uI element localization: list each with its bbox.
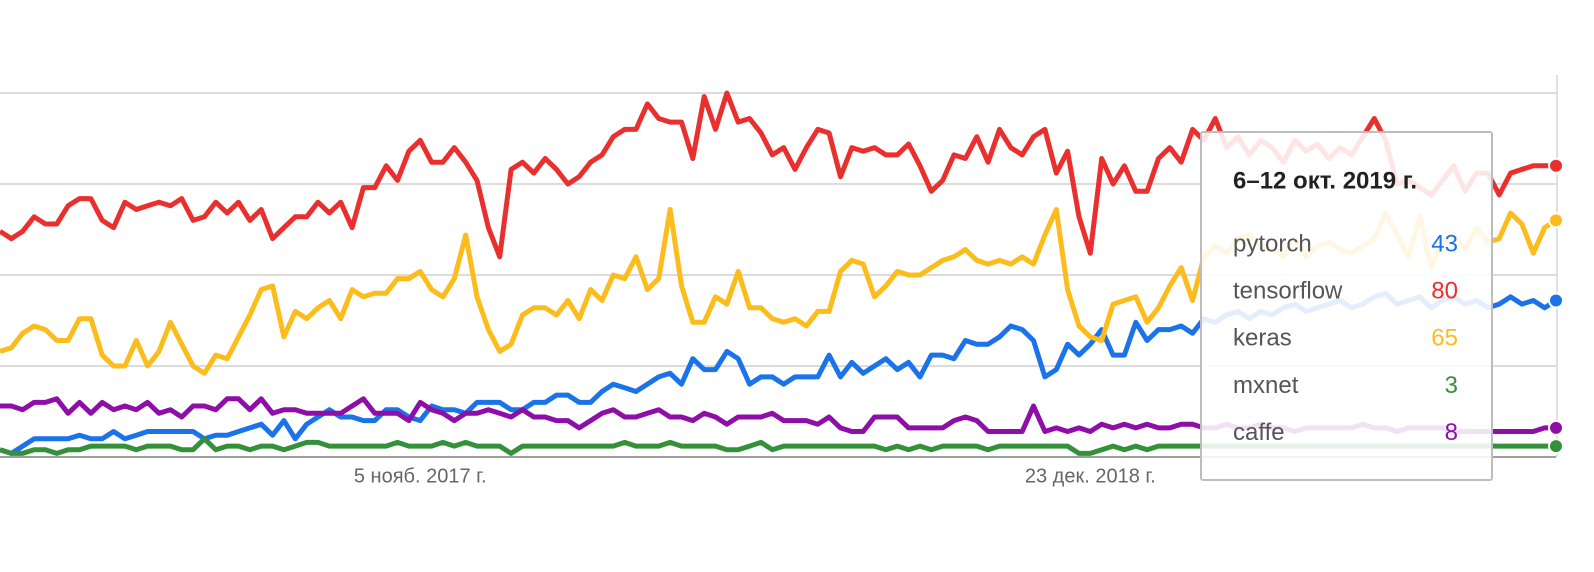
- tooltip-title: 6–12 окт. 2019 г.: [1233, 167, 1417, 194]
- tooltip-value: 43: [1431, 230, 1458, 257]
- hover-dot: [1548, 419, 1564, 436]
- hover-dot: [1548, 212, 1564, 229]
- x-axis: 5 нояб. 2017 г. 23 дек. 2018 г.: [354, 465, 1156, 487]
- tooltip-value: 80: [1431, 278, 1458, 305]
- tooltip-series-name: mxnet: [1233, 372, 1299, 399]
- tooltip-series-name: pytorch: [1233, 230, 1312, 257]
- tooltip-box: [1200, 131, 1493, 481]
- x-tick-label: 23 дек. 2018 г.: [1025, 465, 1156, 487]
- tooltip-series-name: caffe: [1233, 419, 1285, 446]
- tooltip-value: 65: [1431, 325, 1458, 352]
- tooltip-series-name: keras: [1233, 325, 1292, 352]
- tooltip-value: 3: [1445, 372, 1458, 399]
- hover-dot: [1548, 438, 1564, 455]
- hover-dot: [1548, 157, 1564, 174]
- tooltip-value: 8: [1445, 419, 1458, 446]
- x-tick-label: 5 нояб. 2017 г.: [354, 465, 487, 487]
- tooltip: 6–12 окт. 2019 г. pytorch 43 tensorflow 80 k…: [1200, 131, 1493, 481]
- tooltip-series-name: tensorflow: [1233, 278, 1343, 305]
- hover-dot: [1548, 292, 1564, 309]
